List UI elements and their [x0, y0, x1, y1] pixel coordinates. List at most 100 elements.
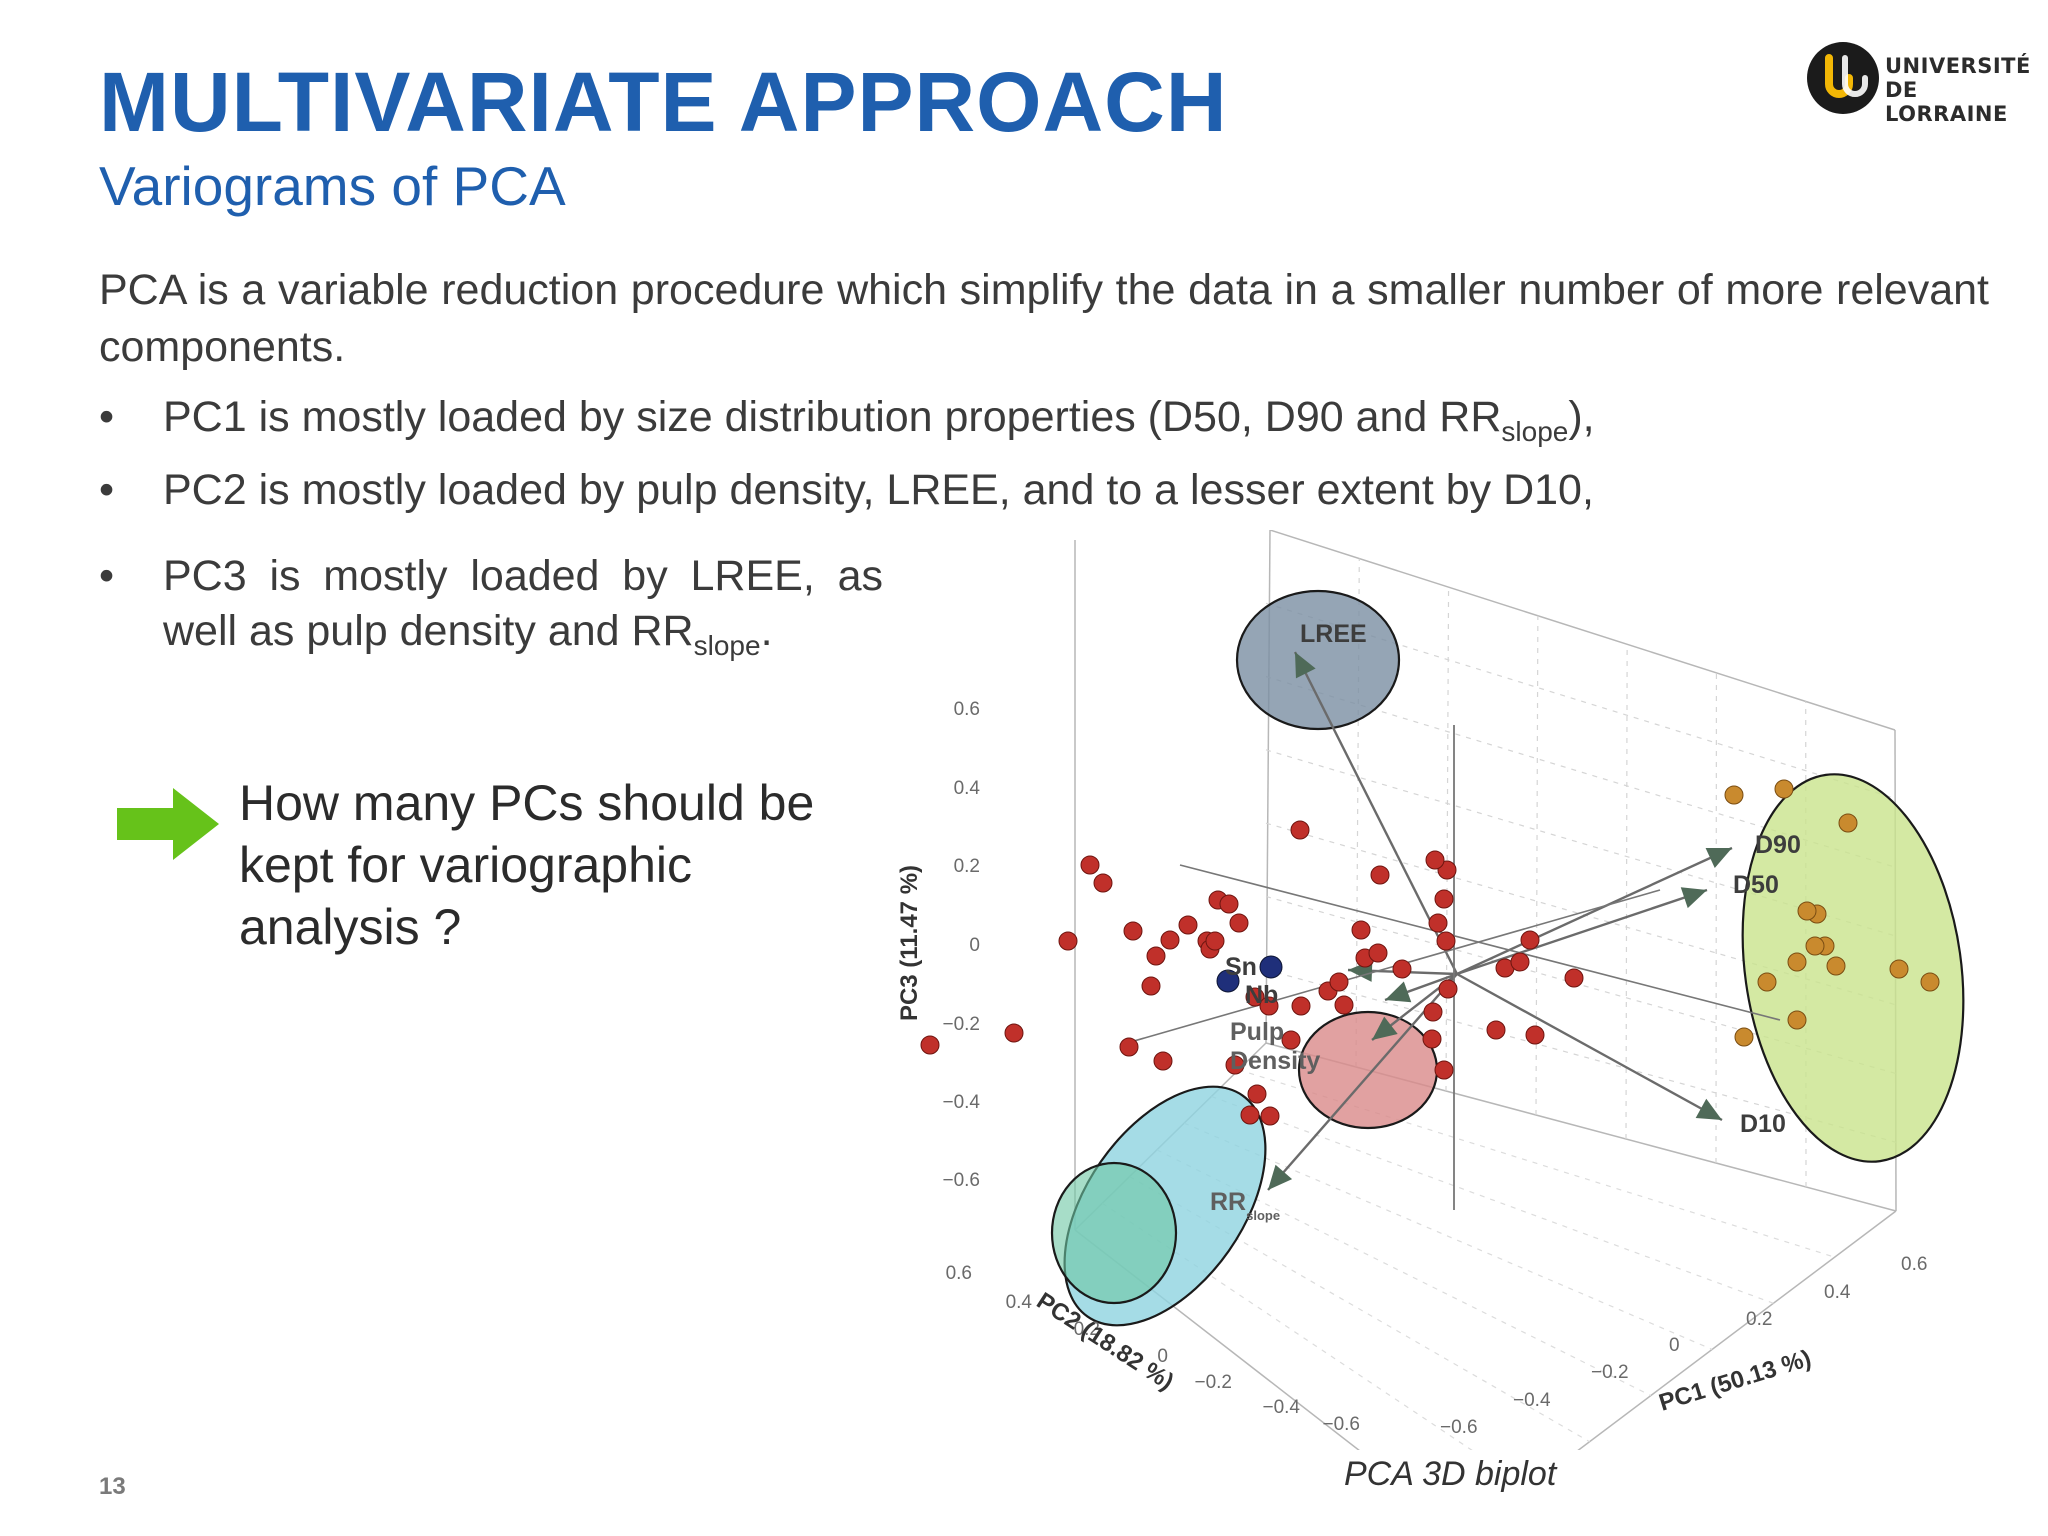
observation-point — [1438, 979, 1458, 999]
loading-arrowhead — [1705, 847, 1732, 868]
observation-point — [1123, 921, 1143, 941]
observation-point — [1434, 889, 1454, 909]
grid-line — [1101, 1202, 1473, 1450]
bullet-pc3: • PC3 is mostly loaded by LREE, as well … — [99, 549, 883, 673]
bullet-pc1-text: PC1 is mostly loaded by size distributio… — [163, 393, 1502, 441]
observation-point — [1425, 850, 1445, 870]
box-edge — [1269, 530, 1896, 731]
slide-number: 13 — [99, 1473, 126, 1500]
origin-axis — [1119, 889, 1661, 1046]
grid-line — [1445, 587, 1450, 1092]
observation-point — [1058, 931, 1078, 951]
observation-point — [1826, 956, 1846, 976]
observation-point — [1219, 894, 1239, 914]
group-ellipse — [1235, 589, 1401, 731]
loading-arrowhead — [1295, 652, 1316, 679]
bullet-pc3-line2: well as pulp density and RRslope. — [163, 607, 773, 661]
observation-point — [1329, 972, 1349, 992]
grid-line — [1625, 644, 1628, 1140]
observation-point — [1510, 952, 1530, 972]
pc2-tick-label: 0.6 — [946, 1263, 972, 1284]
observation-point — [1370, 865, 1390, 885]
bullet-pc2: • PC2 is mostly loaded by pulp density, … — [99, 463, 1594, 518]
pc2-tick-label: 0.2 — [1074, 1319, 1100, 1340]
observation-point — [1334, 995, 1354, 1015]
green-arrow-right-icon — [117, 788, 219, 860]
bullet-marker: • — [99, 466, 115, 514]
loading-arrowhead — [1372, 1016, 1398, 1040]
observation-point — [1259, 996, 1279, 1016]
observation-point — [1004, 1023, 1024, 1043]
group-ellipse — [1050, 1161, 1178, 1305]
question-line-1: How many PCs should be — [239, 775, 815, 831]
bullet-marker: • — [99, 552, 115, 600]
observation-point — [1774, 779, 1794, 799]
observation-point — [1525, 1025, 1545, 1045]
observation-point — [1486, 1020, 1506, 1040]
loading-arrowhead — [1680, 887, 1707, 909]
intro-paragraph: PCA is a variable reduction procedure wh… — [99, 266, 1989, 371]
grid-line — [1238, 1069, 1835, 1258]
observation-point — [1757, 972, 1777, 992]
observation-point — [1805, 936, 1825, 956]
observation-point — [1259, 955, 1283, 979]
pc1-tick-label: −0.6 — [1440, 1417, 1478, 1438]
observation-point — [1797, 901, 1817, 921]
observation-point — [1564, 968, 1584, 988]
observation-point — [1889, 959, 1909, 979]
loading-label: D90 — [1755, 831, 1801, 859]
loading-arrow — [1456, 972, 1723, 1122]
bullet-pc1: • PC1 is mostly loaded by size distribut… — [99, 390, 1595, 459]
pc1-tick-label: 0 — [1669, 1335, 1680, 1356]
pc3-tick-label: 0.2 — [954, 856, 980, 877]
pc3-tick-label: −0.2 — [942, 1014, 980, 1035]
observation-point — [1146, 946, 1166, 966]
loading-arrowhead — [1695, 1098, 1722, 1120]
loading-label-sub: slope — [1246, 1208, 1280, 1223]
universite-de-lorraine-logo-icon — [1807, 42, 1879, 114]
pc3-tick-label: 0.6 — [954, 699, 980, 720]
observation-point — [1080, 855, 1100, 875]
pc2-tick-label: −0.2 — [1194, 1372, 1232, 1393]
observation-point — [1153, 1051, 1173, 1071]
observation-point — [1724, 785, 1744, 805]
grid-line — [1183, 1122, 1713, 1350]
loading-arrow — [1456, 888, 1708, 976]
observation-point — [1240, 1105, 1260, 1125]
question-text: How many PCs should be kept for variogra… — [239, 772, 879, 958]
pc1-tick-label: −0.4 — [1513, 1390, 1551, 1411]
figure-caption: PCA 3D biplot — [1344, 1455, 1557, 1493]
pca-3d-biplot: −0.6 −0.4 −0.2 0 0.2 0.4 0.6 −0.6 −0.4 −0.2 0 0.2 0.… — [896, 530, 1965, 1450]
logo-line-1: UNIVERSITÉ — [1885, 54, 2031, 78]
pc1-tick-label: −0.2 — [1591, 1362, 1629, 1383]
observation-point — [1178, 915, 1198, 935]
pc1-tick-label: 0.6 — [1901, 1254, 1927, 1275]
observation-point — [1260, 1106, 1280, 1126]
pc3-tick-label: 0 — [969, 935, 980, 956]
observation-point — [1291, 996, 1311, 1016]
observation-point — [1225, 1055, 1245, 1075]
loading-arrowhead — [1385, 981, 1412, 1003]
pc3-tick-label: −0.4 — [942, 1092, 980, 1113]
bullet-marker: • — [99, 393, 115, 441]
observation-point — [1281, 1030, 1301, 1050]
bullet-pc3-line1: PC3 is mostly loaded by LREE, as — [163, 552, 883, 600]
observation-point — [1428, 913, 1448, 933]
observation-point — [1787, 1010, 1807, 1030]
pc2-tick-label: 0 — [1157, 1346, 1168, 1367]
observation-point — [1141, 976, 1161, 996]
university-logo: UNIVERSITÉ DE LORRAINE — [1805, 40, 2030, 126]
observation-point — [1216, 969, 1240, 993]
observation-point — [1245, 987, 1265, 1007]
pc3-tick-label: 0.4 — [954, 778, 981, 799]
observation-point — [1160, 930, 1180, 950]
loading-label: D50 — [1733, 871, 1779, 899]
observation-points — [920, 779, 1940, 1126]
loading-label: Sn — [1225, 953, 1257, 981]
bullet-pc1-tail: ), — [1568, 393, 1595, 441]
observation-point — [1119, 1037, 1139, 1057]
pc1-tick-label: 0.4 — [1824, 1282, 1851, 1303]
observation-point — [920, 1035, 940, 1055]
observation-point — [1422, 1029, 1442, 1049]
logo-wordmark: UNIVERSITÉ DE LORRAINE — [1885, 54, 2031, 126]
